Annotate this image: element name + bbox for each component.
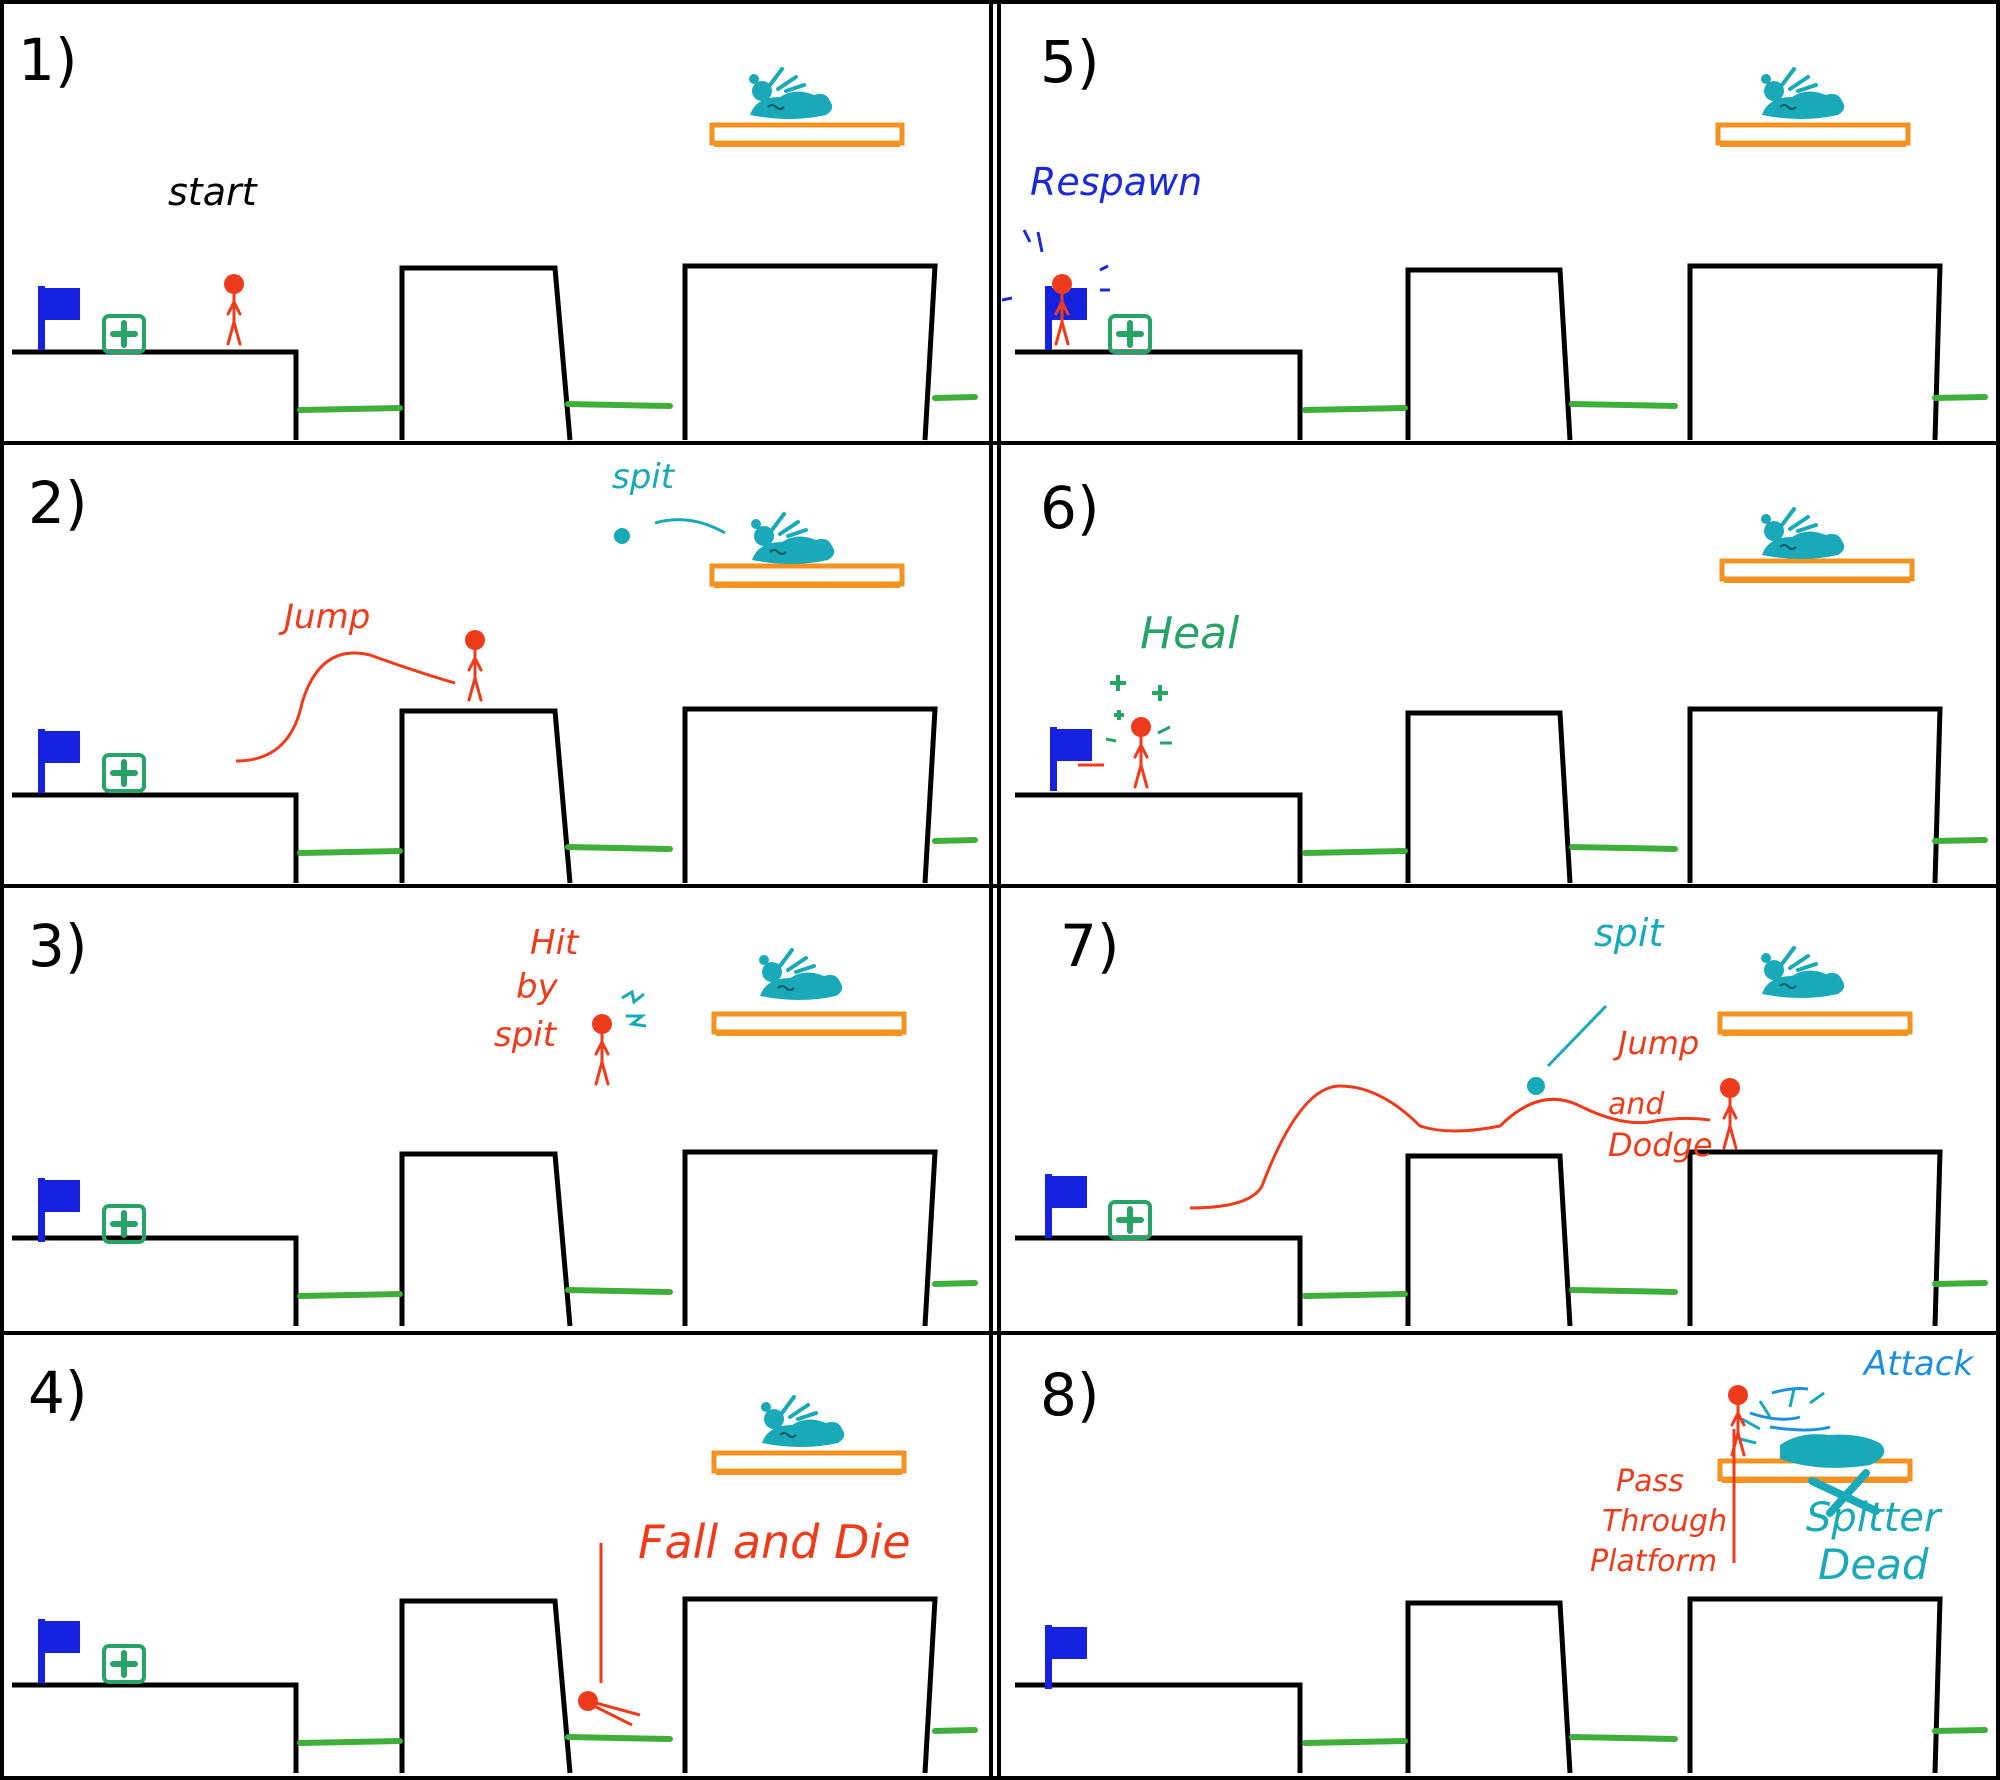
health-pickup-icon xyxy=(1110,316,1150,352)
health-pickup-icon xyxy=(104,755,144,791)
spitter-dead-icon xyxy=(1739,1388,1885,1517)
attack-label: Attack xyxy=(1862,1344,1974,1384)
orange-platform xyxy=(712,125,902,145)
panel-3: 3) Hit by spit xyxy=(12,912,975,1326)
heal-label: Heal xyxy=(1140,608,1240,659)
spitter-enemy-icon xyxy=(757,948,845,1002)
spit-label: spit xyxy=(1594,911,1665,955)
player-dead-icon xyxy=(578,1691,598,1711)
checkpoint-flag-icon xyxy=(1050,727,1092,791)
spit-trail xyxy=(654,518,726,535)
player-figure xyxy=(590,1012,614,1086)
panel-number: 7) xyxy=(1060,912,1120,980)
dead-player-body xyxy=(595,1701,641,1727)
spit-projectile xyxy=(614,528,630,544)
health-pickup-icon xyxy=(104,1646,144,1682)
terrain xyxy=(1015,709,1985,883)
panel-number: 4) xyxy=(28,1359,88,1427)
jump-arc xyxy=(235,651,456,763)
spitter-enemy-icon xyxy=(747,67,835,121)
panel-number: 8) xyxy=(1040,1361,1100,1429)
panel-number: 3) xyxy=(28,912,88,980)
spit-label: spit xyxy=(494,1015,558,1055)
hit-label: Hit xyxy=(530,923,580,963)
panel-6: 6) Heal xyxy=(1015,474,1985,883)
fall-and-die-label: Fall and Die xyxy=(638,1515,911,1569)
checkpoint-flag-icon xyxy=(38,729,80,793)
by-label: by xyxy=(516,967,559,1007)
panel-4: 4) Fall and Die xyxy=(12,1359,975,1773)
heal-plus-icon xyxy=(1110,675,1168,720)
jump-label: Jump xyxy=(1612,1024,1699,1062)
player-figure xyxy=(1129,715,1153,789)
health-pickup-icon xyxy=(1110,1202,1150,1238)
orange-platform xyxy=(1722,561,1912,581)
orange-platform xyxy=(1720,1014,1910,1034)
and-label: and xyxy=(1608,1087,1665,1122)
spitter-enemy-icon xyxy=(1759,507,1847,561)
spitter-enemy-icon xyxy=(759,1395,847,1449)
player-figure xyxy=(222,272,246,346)
checkpoint-flag-icon xyxy=(38,286,80,350)
panel-number: 5) xyxy=(1040,28,1100,96)
health-pickup-icon xyxy=(104,316,144,352)
panel-8: 8) Attack Pass Through Platform Spitter … xyxy=(1015,1344,1985,1773)
terrain xyxy=(12,1152,975,1326)
checkpoint-flag-icon xyxy=(38,1178,80,1242)
terrain xyxy=(12,709,975,883)
terrain xyxy=(1015,266,1985,440)
spit-projectile xyxy=(1527,1077,1545,1095)
panel-2: 2) spit Jump xyxy=(12,457,975,883)
dead-label: Dead xyxy=(1818,1540,1929,1589)
spitter-label: Spitter xyxy=(1806,1495,1943,1541)
panel-5: 5) Respawn xyxy=(1001,28,1985,440)
terrain xyxy=(12,266,975,440)
checkpoint-flag-icon xyxy=(1045,1625,1087,1689)
terrain xyxy=(1015,1152,1985,1326)
orange-platform xyxy=(712,566,902,586)
jump-dodge-arc xyxy=(1189,1084,1711,1210)
respawn-label: Respawn xyxy=(1030,160,1202,204)
platform-label: Platform xyxy=(1590,1544,1717,1579)
orange-platform xyxy=(1718,125,1908,145)
panel-1: 1) start xyxy=(12,26,975,440)
spitter-enemy-icon xyxy=(1759,67,1847,121)
through-label: Through xyxy=(1602,1504,1727,1539)
panel-number: 2) xyxy=(28,469,88,537)
attack-slash-icon xyxy=(1749,1387,1831,1432)
start-label: start xyxy=(168,170,259,214)
spitter-enemy-icon xyxy=(749,512,837,566)
player-figure xyxy=(1718,1076,1742,1150)
player-figure xyxy=(463,628,487,702)
panel-7: 7) spit Jump and Dodge xyxy=(1015,911,1985,1326)
terrain xyxy=(1015,1599,1985,1773)
respawn-sparkle-icon xyxy=(1001,229,1110,302)
spit-trail xyxy=(1546,1004,1608,1068)
spit-label: spit xyxy=(612,457,676,497)
jump-label: Jump xyxy=(278,597,370,637)
terrain xyxy=(12,1599,975,1773)
heal-sparkle-icon xyxy=(1105,725,1172,745)
spitter-enemy-icon xyxy=(1759,946,1847,1000)
panel-number: 1) xyxy=(18,26,78,94)
orange-platform xyxy=(714,1014,904,1034)
dodge-label: Dodge xyxy=(1608,1126,1713,1164)
hit-burst-icon xyxy=(621,989,647,1028)
pass-label: Pass xyxy=(1616,1464,1684,1499)
orange-platform xyxy=(714,1453,904,1473)
panel-number: 6) xyxy=(1040,474,1100,542)
checkpoint-flag-icon xyxy=(38,1619,80,1683)
checkpoint-flag-icon xyxy=(1045,1174,1087,1238)
